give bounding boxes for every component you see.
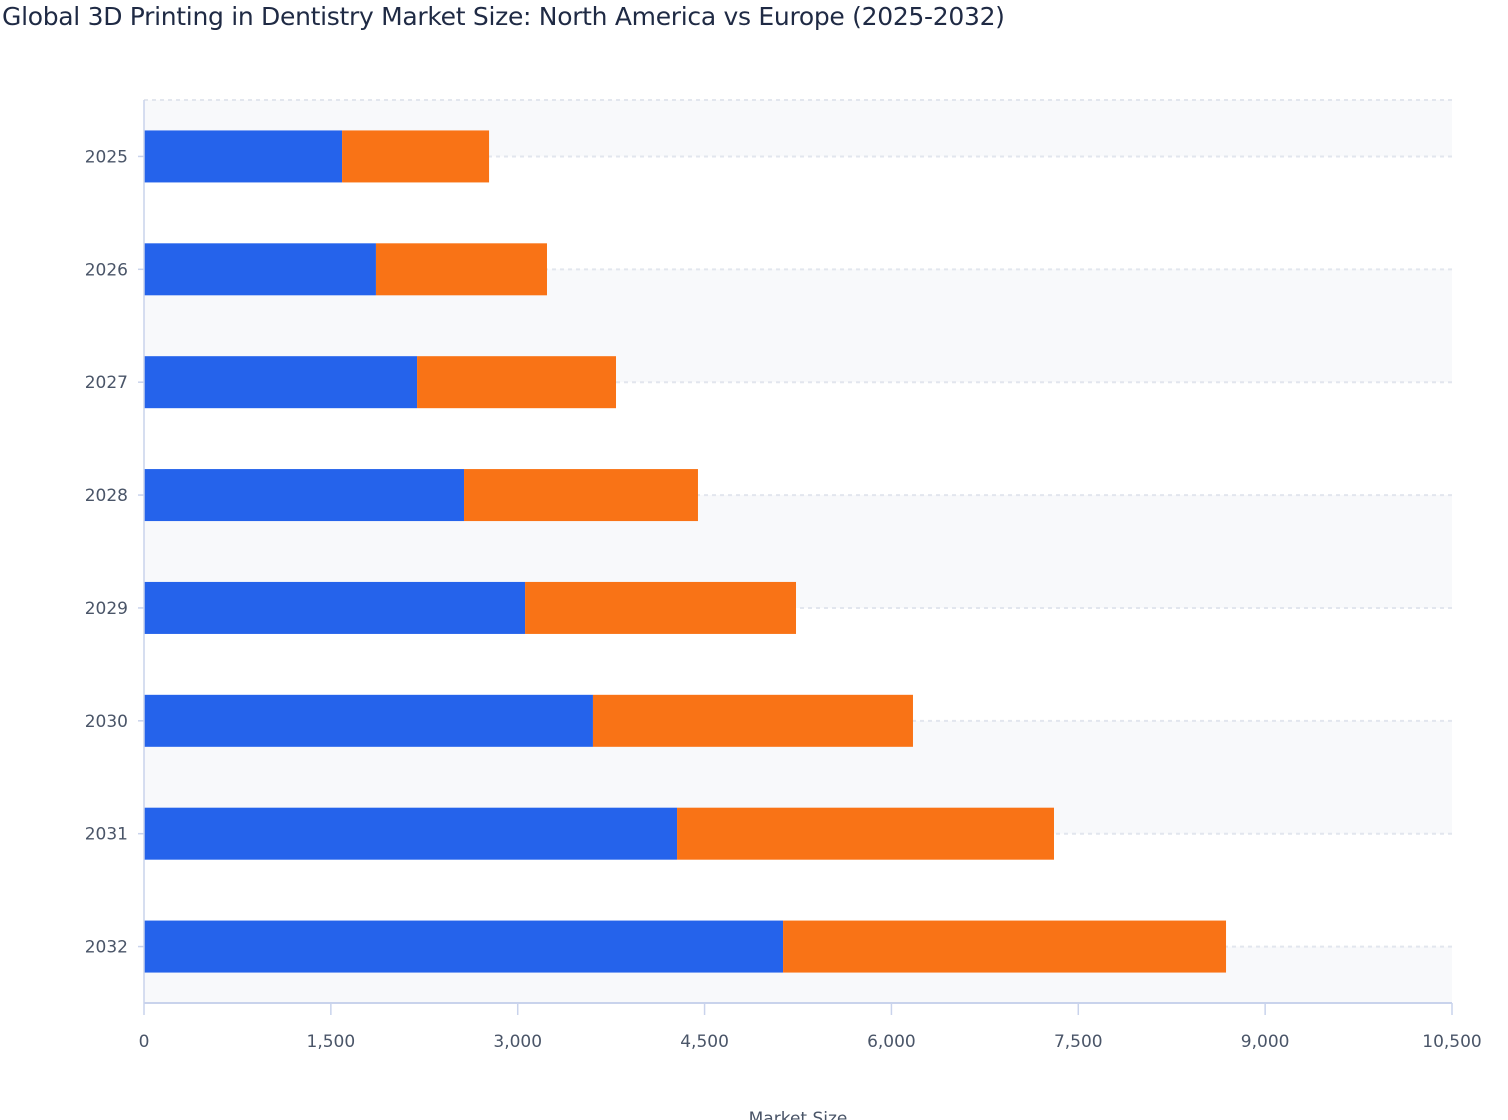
x-tick-label: 1,500: [307, 1032, 356, 1052]
y-tick-label: 2026: [85, 260, 128, 280]
y-tick-label: 2032: [85, 938, 128, 958]
y-tick-label: 2025: [85, 147, 128, 167]
bar-series-2-2032: [783, 920, 1227, 973]
y-tick-label: 2027: [85, 373, 128, 393]
bar-series-1-2028: [144, 469, 465, 522]
x-tick-label: 6,000: [867, 1032, 916, 1052]
bar-series-1-2026: [144, 243, 376, 296]
bar-series-1-2032: [144, 920, 784, 973]
x-axis-title: Market Size: [749, 1109, 848, 1120]
x-tick-label: 10,500: [1422, 1032, 1481, 1052]
x-tick-label: 4,500: [680, 1032, 729, 1052]
bar-series-2-2029: [525, 581, 797, 634]
bar-series-2-2025: [342, 130, 490, 183]
x-tick-label: 7,500: [1054, 1032, 1103, 1052]
x-tick-label: 3,000: [493, 1032, 542, 1052]
bar-series-1-2031: [144, 807, 678, 860]
bar-series-2-2028: [464, 469, 698, 522]
bar-series-1-2029: [144, 581, 526, 634]
bar-series-1-2030: [144, 694, 593, 747]
x-tick-label: 0: [139, 1032, 150, 1052]
y-tick-label: 2031: [85, 825, 128, 845]
bar-series-2-2031: [677, 807, 1054, 860]
chart-title: Global 3D Printing in Dentistry Market S…: [2, 2, 1005, 31]
bar-series-2-2027: [417, 356, 617, 409]
y-tick-label: 2029: [85, 599, 128, 619]
bar-series-1-2027: [144, 356, 418, 409]
bar-series-2-2030: [592, 694, 913, 747]
y-tick-label: 2028: [85, 486, 128, 506]
bar-series-2-2026: [375, 243, 547, 296]
bar-series-1-2025: [144, 130, 343, 183]
y-tick-label: 2030: [85, 712, 128, 732]
x-tick-label: 9,000: [1241, 1032, 1290, 1052]
